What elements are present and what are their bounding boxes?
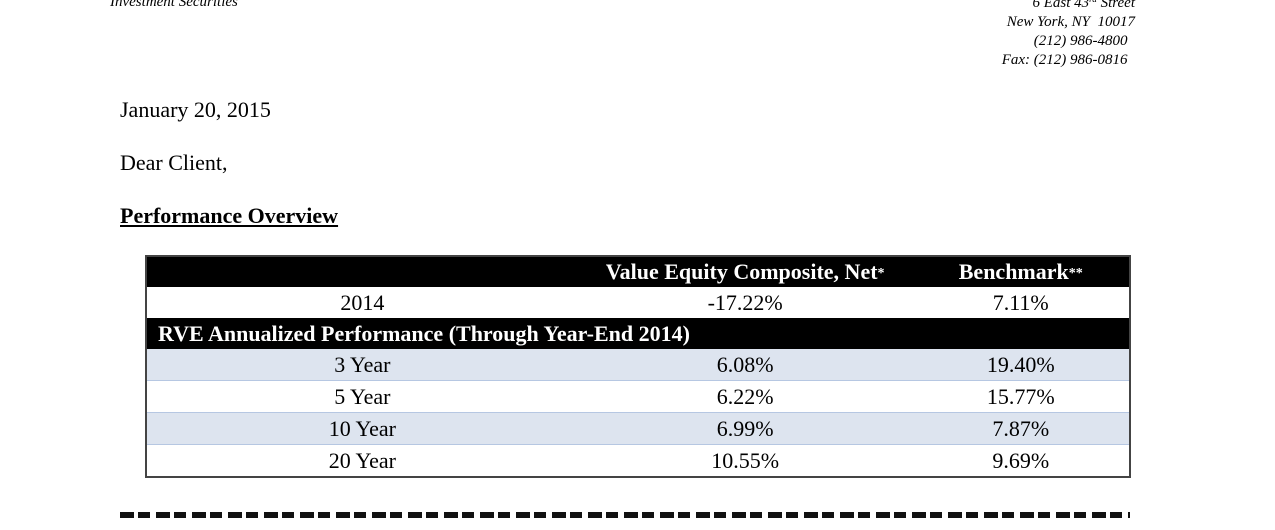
benchmark-value: 9.69% xyxy=(912,444,1130,477)
table-row: 5 Year 6.22% 15.77% xyxy=(146,380,1130,413)
year-composite: -17.22% xyxy=(577,287,913,318)
header-benchmark-label: Benchmark xyxy=(958,259,1069,284)
cut-off-text-fragment xyxy=(120,512,1130,518)
address-phone: (212) 986-4800 xyxy=(1033,33,1135,49)
letter-date: January 20, 2015 xyxy=(120,97,271,122)
year-label: 2014 xyxy=(146,287,578,318)
section-label: RVE Annualized Performance (Through Year… xyxy=(146,318,1130,349)
composite-value: 10.55% xyxy=(577,444,913,477)
composite-value: 6.08% xyxy=(577,349,913,381)
header-benchmark: Benchmark** xyxy=(912,256,1130,287)
address-city: New York, NY 10017 xyxy=(1006,14,1135,30)
table-row: 10 Year 6.99% 7.87% xyxy=(146,412,1130,445)
address-fax: Fax: (212) 986-0816 xyxy=(1001,52,1135,68)
table-row: 3 Year 6.08% 19.40% xyxy=(146,349,1130,381)
address-street-tail: Street xyxy=(1096,0,1135,11)
header-composite: Value Equity Composite, Net* xyxy=(577,256,913,287)
period-label: 20 Year xyxy=(146,444,578,477)
address-street-text: 6 East 43 xyxy=(1032,0,1090,11)
performance-table: Value Equity Composite, Net* Benchmark**… xyxy=(145,255,1131,478)
composite-value: 6.22% xyxy=(577,380,913,413)
table-header-row: Value Equity Composite, Net* Benchmark** xyxy=(146,256,1130,287)
letterhead-address: 6 East 43rd Street New York, NY 10017 (2… xyxy=(1002,0,1135,70)
composite-value: 6.99% xyxy=(577,412,913,445)
period-label: 3 Year xyxy=(146,349,578,381)
period-label: 10 Year xyxy=(146,412,578,445)
section-title: Performance Overview xyxy=(120,203,339,228)
header-blank xyxy=(146,256,578,287)
header-benchmark-footnote-mark: ** xyxy=(1068,265,1083,281)
period-label: 5 Year xyxy=(146,380,578,413)
header-composite-footnote-mark: * xyxy=(877,265,885,281)
header-composite-label: Value Equity Composite, Net xyxy=(605,259,878,284)
address-street: 6 East 43rd Street xyxy=(1002,0,1135,13)
year-benchmark: 7.11% xyxy=(912,287,1130,318)
letter-greeting: Dear Client, xyxy=(120,150,228,175)
address-street-suffix: rd xyxy=(1089,0,1097,4)
benchmark-value: 15.77% xyxy=(912,380,1130,413)
table-row: 20 Year 10.55% 9.69% xyxy=(146,444,1130,477)
letterhead-firm-name: Investment Securities xyxy=(110,0,238,10)
benchmark-value: 7.87% xyxy=(912,412,1130,445)
table-section-row: RVE Annualized Performance (Through Year… xyxy=(146,318,1130,349)
table-row-year: 2014 -17.22% 7.11% xyxy=(146,287,1130,318)
cut-off-text-line xyxy=(120,500,1130,530)
benchmark-value: 19.40% xyxy=(912,349,1130,381)
